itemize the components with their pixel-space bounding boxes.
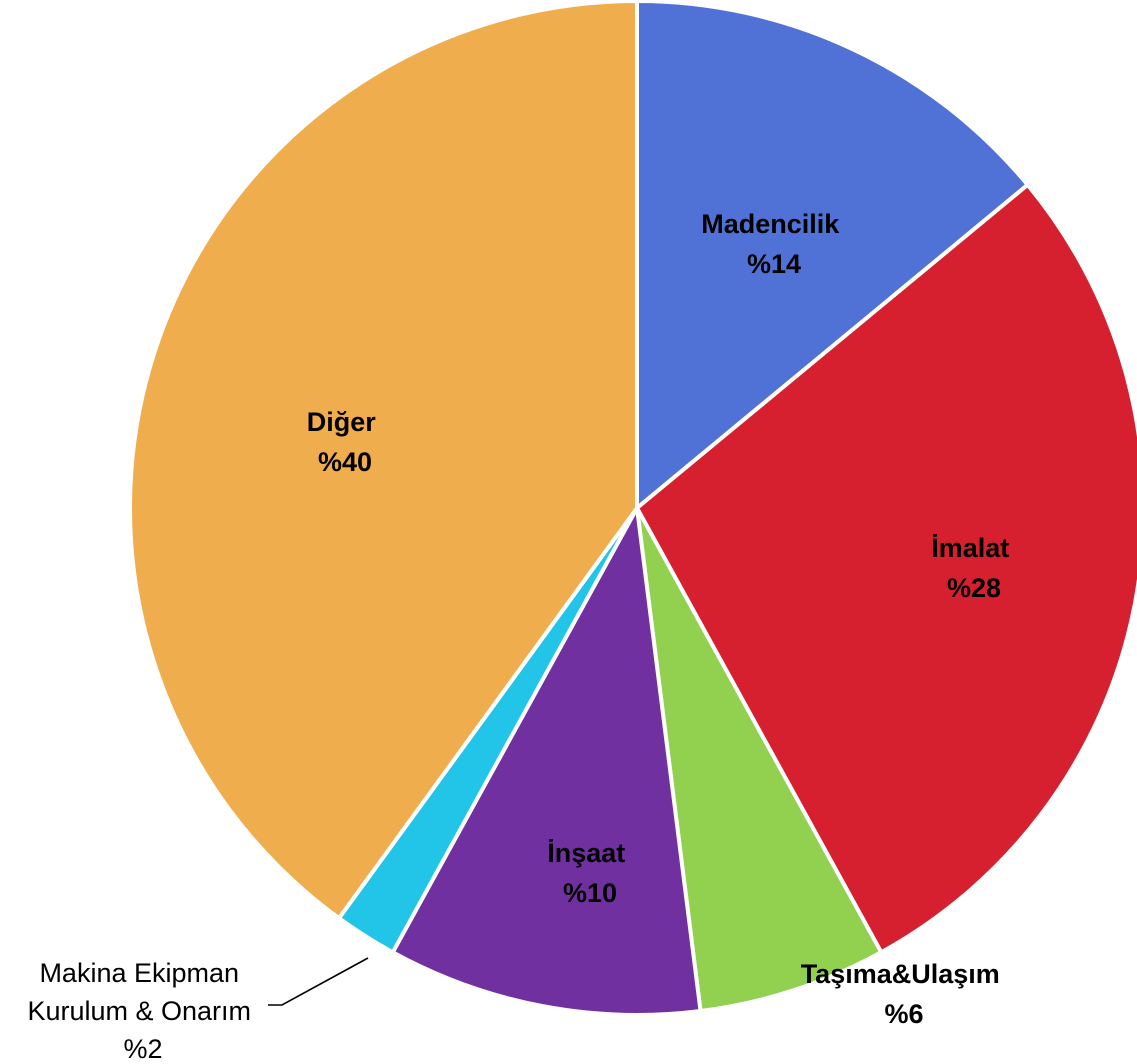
slice-value-madencilik: %14 [747, 249, 801, 279]
slice-name-imalat: İmalat [931, 533, 1009, 563]
slice-value-insaat: %10 [563, 878, 617, 908]
slice-value-makina-ekipman: %2 [123, 1034, 162, 1064]
slice-name-diger: Diğer [307, 407, 377, 437]
slice-name-makina-ekipman-line1: Makina Ekipman [39, 958, 239, 988]
slice-value-imalat: %28 [947, 573, 1001, 603]
slice-name-madencilik: Madencilik [701, 209, 840, 239]
slice-value-tasima-ulasim: %6 [884, 999, 923, 1029]
slices-layer [128, 0, 1137, 1017]
slice-name-insaat: İnşaat [547, 838, 625, 868]
slice-value-diger: %40 [318, 447, 372, 477]
slice-name-tasima-ulasim: Taşıma&Ulaşım [801, 959, 1000, 989]
slice-label-makina-ekipman: Makina Ekipman Kurulum & Onarım %2 [27, 958, 258, 1064]
pie-slice-diger [128, 0, 639, 921]
slice-label-imalat: İmalat %28 [931, 533, 1017, 603]
pie-slice-imalat [635, 182, 1137, 955]
slice-label-tasima-ulasim: Taşıma&Ulaşım %6 [801, 959, 1008, 1029]
pie-slice-tasima-ulasim [635, 506, 884, 1013]
pie-slice-madencilik [635, 0, 1030, 510]
slice-label-insaat: İnşaat %10 [547, 838, 633, 908]
pie-slice-insaat [390, 506, 703, 1017]
slice-label-diger: Diğer %40 [307, 407, 384, 477]
slice-label-madencilik: Madencilik %14 [701, 209, 847, 279]
callout-leader-line [268, 957, 369, 1006]
slice-name-makina-ekipman-line2: Kurulum & Onarım [27, 996, 251, 1026]
